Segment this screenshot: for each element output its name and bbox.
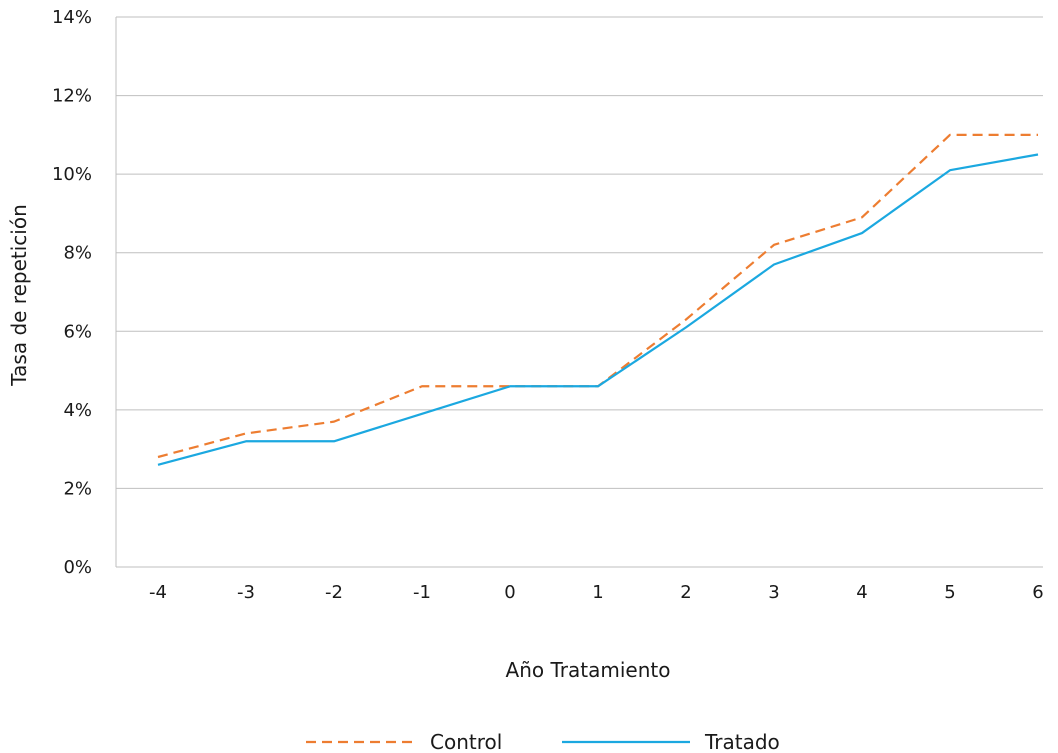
y-axis-title: Tasa de repetición [7,204,31,387]
x-tick-label: 5 [944,582,955,603]
x-tick-label: 1 [592,582,603,603]
x-tick-label: -3 [237,582,255,603]
x-tick-label: 2 [680,582,691,603]
x-tick-label: 0 [504,582,515,603]
gridlines [116,16,1043,489]
y-tick-label: 10% [52,164,92,185]
series-line-tratado [157,153,1039,466]
legend: Control Tratado [306,730,780,753]
y-tick-label: 4% [63,400,92,421]
x-tick-label: -4 [149,582,167,603]
axes [115,17,1043,568]
series-lines [157,133,1039,466]
x-tick-label: -2 [325,582,343,603]
series-line-control [157,133,1038,459]
y-tick-label: 8% [63,243,92,264]
x-tick-label: 4 [856,582,867,603]
x-tick-label: 3 [768,582,779,603]
y-tick-label: 14% [52,7,92,28]
x-tick-label: -1 [413,582,431,603]
y-tick-label: 2% [63,478,92,499]
legend-label-control: Control [430,730,502,753]
y-tick-label: 6% [63,321,92,342]
legend-label-tratado: Tratado [704,730,780,753]
x-tick-label: 6 [1032,582,1043,603]
x-axis-title: Año Tratamiento [506,658,671,682]
y-tick-label: 0% [63,557,92,578]
x-tick-labels: -4 -3 -2 -1 0 1 2 3 4 5 6 [149,582,1044,603]
y-tick-label: 12% [52,86,92,107]
y-tick-labels: 0% 2% 4% 6% 8% 10% 12% 14% [52,7,92,578]
